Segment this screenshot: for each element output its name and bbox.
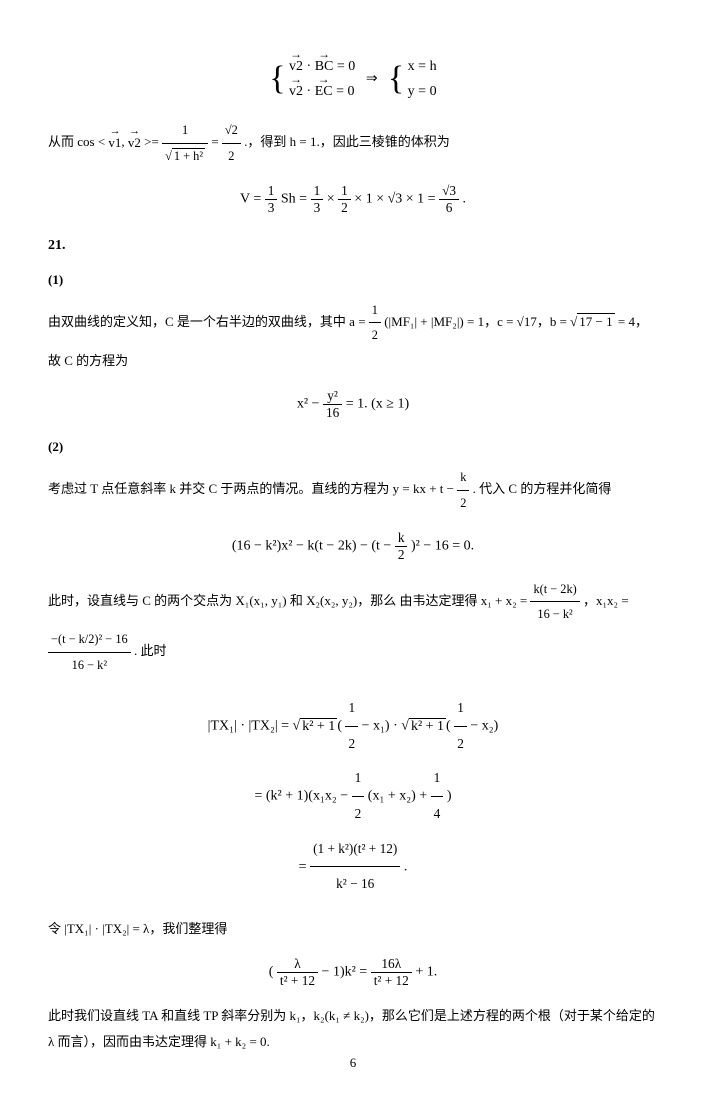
- equation-volume: V = 13 Sh = 13 × 12 × 1 × √3 × 1 = √36 .: [48, 183, 658, 216]
- implies-icon: ⇒: [366, 71, 378, 86]
- page-number: 6: [0, 1055, 706, 1071]
- brace-left-icon: {: [269, 60, 285, 97]
- paragraph-cos: 从而 cos < v1, v2 >= 1√1 + h² = √22 .，得到 h…: [48, 118, 658, 168]
- paragraph-hyperbola-def: 由双曲线的定义知，C 是一个右半边的双曲线，其中 a = 12 (|MF₁| +…: [48, 298, 658, 374]
- subheading-21-2: (2): [48, 439, 658, 455]
- heading-21: 21.: [48, 238, 658, 254]
- equation-system-1: { v2 · BC = 0 v2 · EC = 0 ⇒ { x = h y = …: [48, 54, 658, 104]
- subheading-21-1: (1): [48, 272, 658, 288]
- paragraph-lambda: 令 |TX₁| · |TX₂| = λ，我们整理得: [48, 916, 658, 942]
- paragraph-intersection: 此时，设直线与 C 的两个交点为 X₁(x₁, y₁) 和 X₂(x₂, y₂)…: [48, 577, 658, 678]
- equation-lambda: ( λt² + 12 − 1)k² = 16λt² + 12 + 1.: [48, 956, 658, 989]
- equation-hyperbola: x² − y²16 = 1. (x ≥ 1): [48, 388, 658, 421]
- document-page: { v2 · BC = 0 v2 · EC = 0 ⇒ { x = h y = …: [0, 0, 706, 1095]
- paragraph-vieta: 此时我们设直线 TA 和直线 TP 斜率分别为 k₁，k₂(k₁ ≠ k₂)，那…: [48, 1003, 658, 1055]
- equation-tx-product: |TX₁| · |TX₂| = √k² + 1( 12 − x₁) · √k² …: [48, 691, 658, 901]
- equation-quadratic: (16 − k²)x² − k(t − 2k) − (t − k2 )² − 1…: [48, 530, 658, 563]
- paragraph-slope-k: 考虑过 T 点任意斜率 k 并交 C 于两点的情况。直线的方程为 y = kx …: [48, 465, 658, 515]
- brace-left-icon: {: [388, 60, 404, 97]
